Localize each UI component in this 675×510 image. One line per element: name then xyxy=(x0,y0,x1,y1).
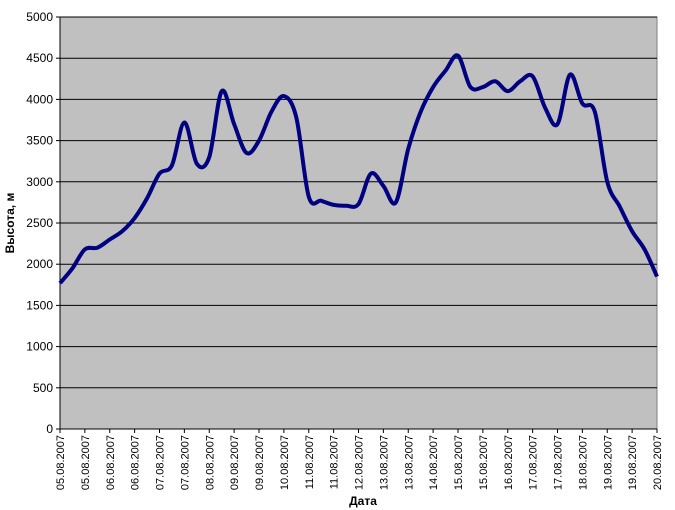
x-tick-label: 20.08.2007 xyxy=(652,435,664,490)
x-tick-label: 17.08.2007 xyxy=(528,435,540,490)
y-tick-label: 2500 xyxy=(26,216,53,230)
x-tick-label: 19.08.2007 xyxy=(602,435,614,490)
y-tick-label: 2000 xyxy=(26,257,53,271)
x-tick-label: 06.08.2007 xyxy=(130,435,142,490)
x-tick-label: 07.08.2007 xyxy=(155,435,167,490)
y-tick-label: 4500 xyxy=(26,51,53,65)
x-tick-label: 12.08.2007 xyxy=(354,435,366,490)
y-tick-label: 4000 xyxy=(26,92,53,106)
data-line xyxy=(58,53,659,285)
x-tick-label: 17.08.2007 xyxy=(553,435,565,490)
x-tick-label: 14.08.2007 xyxy=(428,435,440,490)
x-tick-label: 11.08.2007 xyxy=(304,435,316,489)
x-tick-label: 15.08.2007 xyxy=(478,435,490,490)
y-tick-label: 500 xyxy=(33,381,53,395)
x-tick-label: 11.08.2007 xyxy=(329,435,341,489)
x-tick-label: 08.08.2007 xyxy=(204,435,216,490)
x-tick-label: 19.08.2007 xyxy=(627,435,639,490)
y-tick-label: 3000 xyxy=(26,175,53,189)
x-tick-label: 13.08.2007 xyxy=(378,435,390,490)
x-tick-label: 15.08.2007 xyxy=(453,435,465,490)
x-tick-label: 07.08.2007 xyxy=(179,435,191,490)
x-axis-label: Дата xyxy=(349,494,377,508)
y-tick-label: 0 xyxy=(46,422,53,436)
x-tick-label: 10.08.2007 xyxy=(279,435,291,490)
x-tick-label: 13.08.2007 xyxy=(403,435,415,490)
y-tick-label: 1000 xyxy=(26,340,53,354)
y-tick-label: 3500 xyxy=(26,134,53,148)
x-tick-label: 16.08.2007 xyxy=(503,435,515,490)
x-tick-label: 05.08.2007 xyxy=(80,435,92,490)
x-tick-label: 09.08.2007 xyxy=(229,435,241,490)
x-tick-label: 05.08.2007 xyxy=(55,435,67,490)
y-tick-label: 5000 xyxy=(26,10,53,24)
y-axis-label: Высота, м xyxy=(3,193,17,254)
x-tick-label: 06.08.2007 xyxy=(105,435,117,490)
y-tick-label: 1500 xyxy=(26,298,53,312)
x-tick-label: 09.08.2007 xyxy=(254,435,266,490)
x-tick-label: 18.08.2007 xyxy=(577,435,589,490)
